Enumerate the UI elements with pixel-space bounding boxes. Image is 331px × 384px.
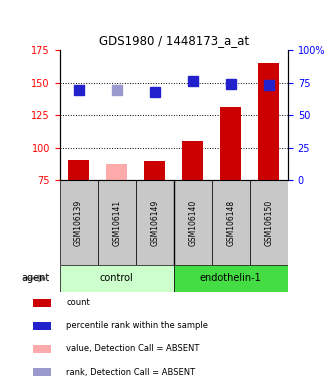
- Text: count: count: [66, 298, 90, 308]
- Text: GSM106148: GSM106148: [226, 200, 235, 246]
- Text: endothelin-1: endothelin-1: [200, 273, 262, 283]
- Bar: [220, 108, 241, 180]
- Bar: [68, 160, 89, 180]
- Bar: [182, 141, 203, 180]
- Bar: [174, 180, 212, 265]
- Text: GSM106141: GSM106141: [112, 200, 121, 246]
- Bar: [60, 180, 98, 265]
- Bar: [144, 161, 165, 180]
- Text: agent: agent: [22, 273, 50, 283]
- Text: GSM106139: GSM106139: [74, 200, 83, 246]
- Title: GDS1980 / 1448173_a_at: GDS1980 / 1448173_a_at: [99, 34, 249, 47]
- Bar: [212, 180, 250, 265]
- Bar: [136, 180, 174, 265]
- Bar: [98, 180, 136, 265]
- Bar: [33, 299, 51, 307]
- Text: GSM106140: GSM106140: [188, 200, 197, 246]
- Text: value, Detection Call = ABSENT: value, Detection Call = ABSENT: [66, 344, 200, 354]
- Text: rank, Detection Call = ABSENT: rank, Detection Call = ABSENT: [66, 367, 195, 377]
- Bar: [33, 368, 51, 376]
- Bar: [250, 180, 288, 265]
- Text: percentile rank within the sample: percentile rank within the sample: [66, 321, 208, 331]
- Bar: [106, 164, 127, 180]
- Text: GSM106150: GSM106150: [264, 200, 273, 246]
- Text: GSM106149: GSM106149: [150, 200, 159, 246]
- Text: control: control: [100, 273, 133, 283]
- Bar: [33, 322, 51, 330]
- Bar: [259, 63, 279, 180]
- Bar: [174, 265, 288, 292]
- Bar: [60, 265, 174, 292]
- Bar: [33, 345, 51, 353]
